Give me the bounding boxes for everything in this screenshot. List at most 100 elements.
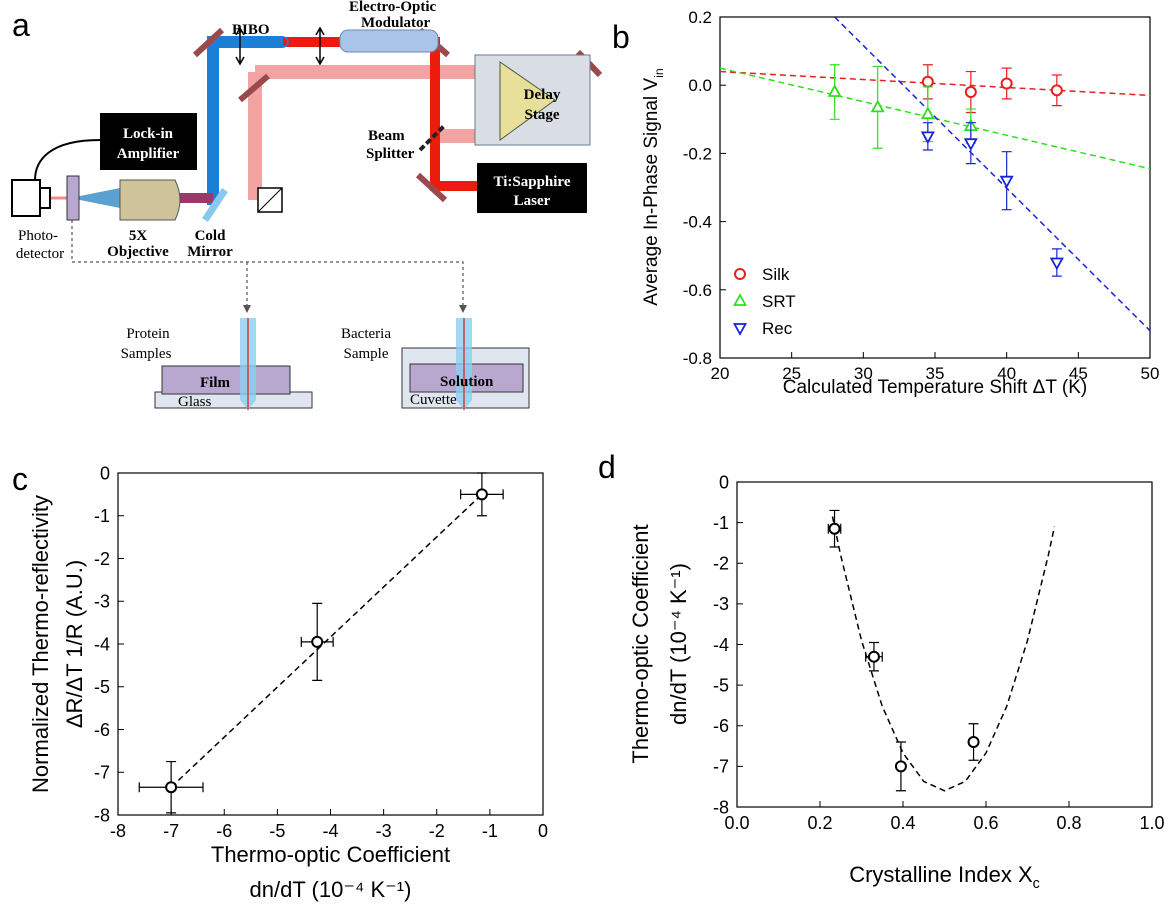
setup-diagram: a	[11, 0, 603, 410]
point	[475, 488, 488, 501]
y-tick-label: 0	[719, 472, 729, 492]
point	[964, 86, 977, 99]
arrow	[243, 305, 467, 313]
label: Protein	[126, 326, 170, 342]
cube	[257, 187, 283, 213]
point	[963, 138, 978, 152]
x-axis-label: Thermo-optic Coefficient	[211, 842, 450, 867]
x-tick-label: -7	[163, 821, 179, 841]
label: Mirror	[187, 244, 233, 260]
x-axis-label: Calculated Temperature Shift ΔT (K)	[783, 377, 1088, 398]
y-tick-label: -0.4	[683, 213, 712, 232]
point	[870, 99, 885, 113]
x-tick-label: -8	[110, 821, 126, 841]
x-tick-label: -6	[216, 821, 232, 841]
label: Stage	[525, 107, 560, 123]
y-axis-label-text: Thermo-optic Coefficient	[628, 524, 653, 763]
y-tick-label: -4	[713, 635, 729, 655]
point	[827, 84, 842, 97]
fit-line	[831, 516, 1056, 792]
point	[165, 781, 178, 794]
legend-label: Silk	[762, 265, 790, 284]
x-tick-label: 20	[711, 364, 730, 383]
y-tick-label: -5	[94, 677, 110, 697]
label: Cuvette	[410, 392, 457, 408]
label: Glass	[178, 394, 211, 410]
y-axis-label-sub: in	[652, 68, 666, 78]
point	[967, 736, 980, 748]
point	[920, 131, 935, 145]
y-axis-label: dn/dT (10⁻⁴ K⁻¹)	[666, 563, 691, 725]
y-tick-label: -3	[94, 592, 110, 612]
point	[1000, 77, 1013, 90]
fit-line	[170, 493, 483, 788]
point	[1050, 84, 1063, 97]
panel-label: c	[12, 461, 28, 497]
y-tick-label: -6	[713, 716, 729, 736]
fit-line	[720, 70, 1150, 97]
legend-label: SRT	[762, 292, 796, 311]
y-tick-label: -7	[713, 757, 729, 777]
x-tick-label: 0.4	[890, 813, 915, 833]
label: Laser	[514, 193, 551, 209]
beam-splitter	[418, 123, 447, 152]
x-axis-label-sub: c	[1033, 876, 1040, 892]
label: Modulator	[361, 15, 431, 31]
point	[920, 106, 935, 120]
bibo-crystal	[277, 36, 289, 48]
y-tick-label: -0.8	[683, 349, 712, 368]
x-axis-label-text: Crystalline Index X	[849, 862, 1033, 887]
y-tick-label: 0	[100, 463, 110, 483]
panel-label: d	[598, 449, 616, 485]
fit-line	[834, 17, 1150, 332]
x-tick-label: 0.0	[724, 813, 749, 833]
laser-box	[477, 163, 587, 213]
y-tick-label: -8	[713, 797, 729, 817]
label: detector	[16, 246, 64, 262]
x-axis-label-text: dn/dT (10⁻⁴ K⁻¹)	[250, 877, 412, 902]
y-tick-label: -2	[94, 549, 110, 569]
y-tick-label: 0.0	[688, 76, 712, 95]
legend-marker	[732, 293, 748, 306]
y-axis-label: Thermo-optic Coefficient	[628, 524, 653, 763]
point	[921, 75, 934, 88]
y-axis-label-text: Normalized Thermo-reflectivity	[28, 495, 53, 793]
retroreflector	[499, 61, 556, 141]
cold-mirror	[202, 188, 228, 222]
label: Objective	[107, 244, 169, 260]
label: Ti:Sapphire	[494, 174, 571, 190]
y-tick-label: -4	[94, 634, 110, 654]
y-axis-label-text: dn/dT (10⁻⁴ K⁻¹)	[666, 563, 691, 725]
y-axis-label: Average In-Phase Signal Vin	[641, 68, 666, 306]
label: Delay	[524, 87, 561, 103]
y-tick-label: -3	[713, 594, 729, 614]
red-beam	[283, 37, 477, 191]
x-tick-label: 50	[1141, 364, 1160, 383]
label: Lock-in	[123, 126, 174, 142]
x-tick-label: 35	[926, 364, 945, 383]
lockin-box	[100, 113, 197, 170]
label: 5X	[129, 228, 148, 244]
y-tick-label: -1	[713, 513, 729, 533]
fit-line	[720, 67, 1150, 170]
beam	[247, 318, 465, 410]
label: Sample	[344, 346, 389, 362]
lens	[235, 26, 325, 66]
x-tick-label: 40	[997, 364, 1016, 383]
y-axis-label-text: Average In-Phase Signal V	[641, 78, 662, 306]
point	[999, 175, 1014, 189]
label: Splitter	[366, 146, 415, 162]
x-tick-label: 0.8	[1056, 813, 1081, 833]
y-tick-label: -8	[94, 805, 110, 825]
y-tick-label: -5	[713, 675, 729, 695]
label: Photo-	[18, 228, 58, 244]
x-axis-label-text: Calculated Temperature Shift ΔT (K)	[783, 377, 1088, 398]
point	[867, 650, 880, 663]
x-tick-label: -5	[269, 821, 285, 841]
sample	[66, 175, 80, 221]
x-tick-label: -1	[482, 821, 498, 841]
label: Solution	[440, 374, 494, 390]
x-tick-label: -2	[429, 821, 445, 841]
y-axis-label-text: ΔR/ΔT 1/R (A.U.)	[62, 560, 87, 728]
